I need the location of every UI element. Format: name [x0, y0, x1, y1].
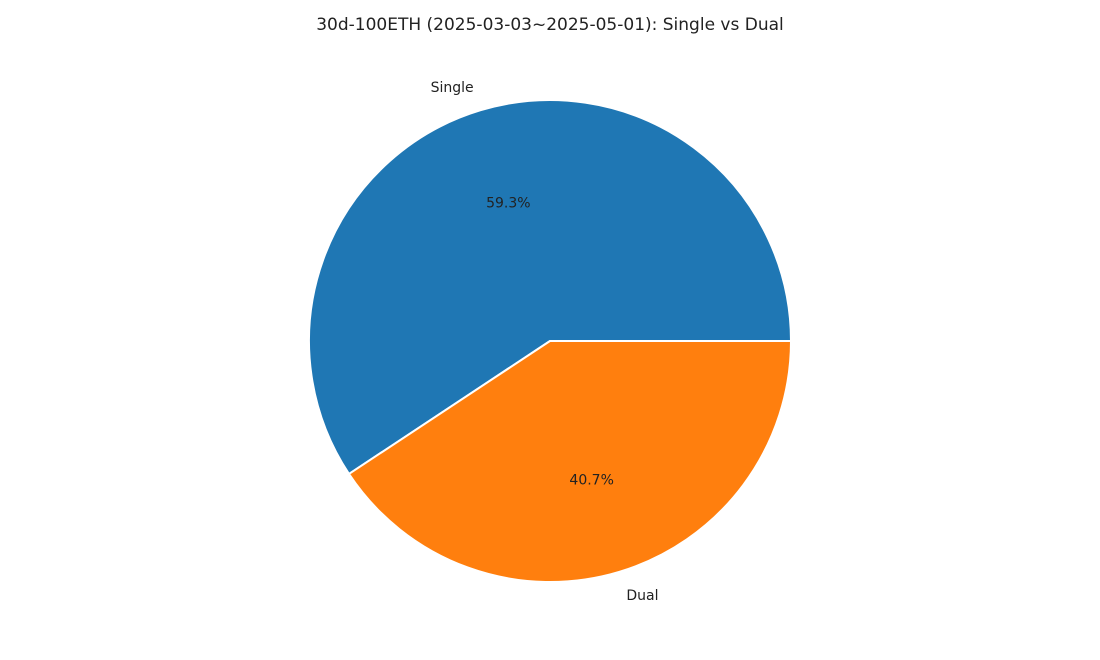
slice-label-dual: Dual: [626, 588, 658, 604]
slice-percent-dual: 40.7%: [569, 472, 613, 488]
slice-label-single: Single: [431, 80, 474, 96]
pie-slice-single: [308, 99, 792, 475]
chart-title: 30d-100ETH (2025-03-03~2025-05-01): Sing…: [316, 15, 784, 35]
pie-labels: Single 59.3% Dual 40.7%: [431, 80, 659, 604]
pie-slices: [308, 99, 792, 583]
slice-percent-single: 59.3%: [486, 196, 530, 212]
pie-slice-dual: [347, 340, 792, 583]
